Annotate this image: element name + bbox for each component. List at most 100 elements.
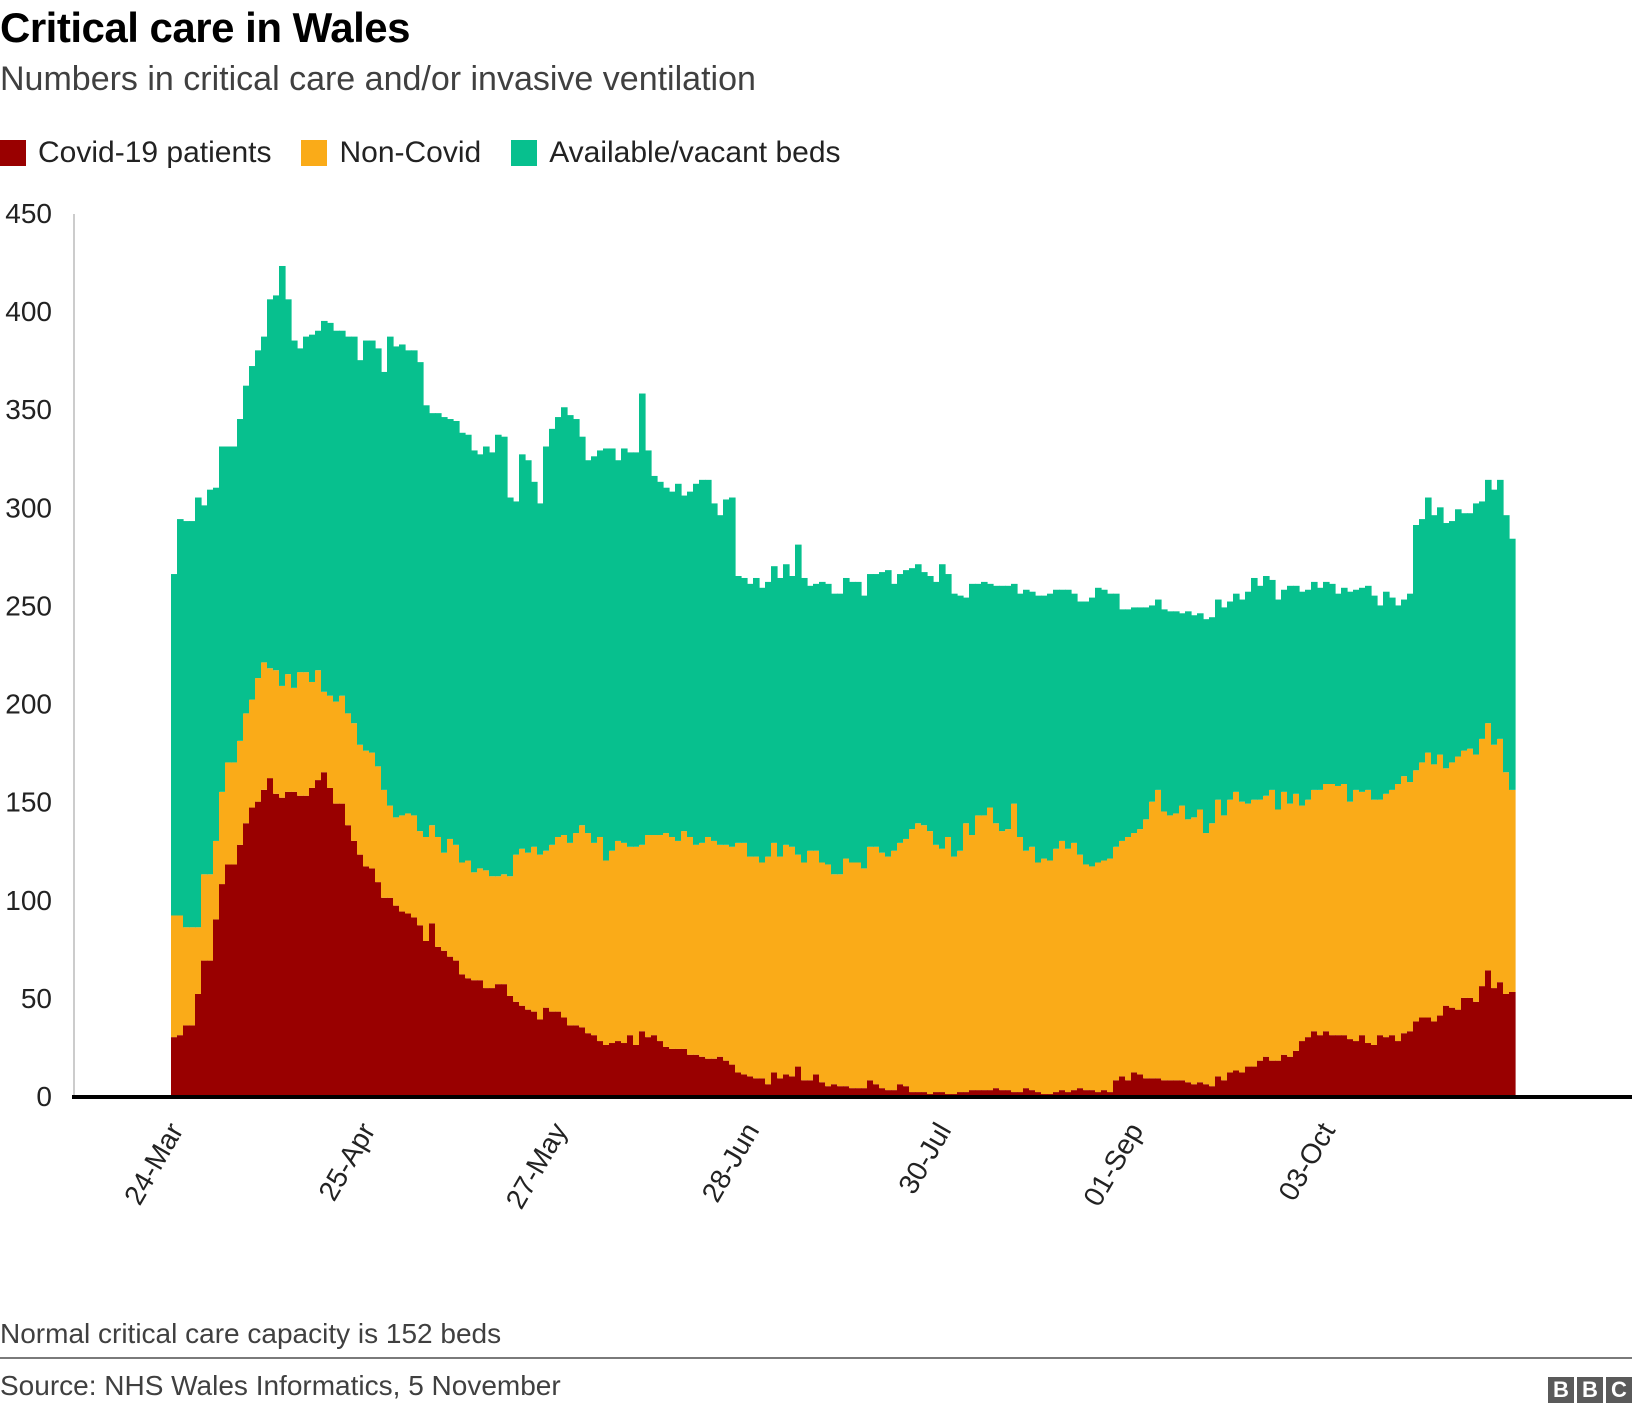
- bar-covid: [285, 791, 292, 1096]
- bar-available: [1173, 611, 1180, 814]
- bar-covid: [645, 1037, 652, 1096]
- bar-covid: [819, 1082, 826, 1096]
- bar-non-covid: [681, 831, 688, 1049]
- bar-available: [459, 432, 466, 863]
- bar-covid: [705, 1058, 712, 1096]
- bar-available: [717, 515, 724, 845]
- bar-available: [1323, 581, 1330, 785]
- bar-available: [381, 371, 388, 790]
- bar-covid: [1137, 1074, 1144, 1096]
- bar-non-covid: [1101, 860, 1108, 1091]
- bar-available: [1503, 515, 1510, 773]
- bar-covid: [837, 1086, 844, 1096]
- bar-available: [933, 581, 940, 845]
- bar-non-covid: [1335, 785, 1342, 1036]
- bar-available: [219, 446, 226, 792]
- bar-available: [1485, 479, 1492, 724]
- bar-covid: [639, 1031, 646, 1096]
- bar-covid: [933, 1092, 940, 1096]
- bar-available: [789, 576, 796, 847]
- bar-available: [813, 583, 820, 851]
- bar-non-covid: [429, 825, 436, 924]
- bar-available: [1203, 619, 1210, 834]
- bar-available: [999, 585, 1006, 832]
- bar-covid: [1065, 1092, 1072, 1096]
- bar-non-covid: [807, 850, 814, 1081]
- bar-non-covid: [1209, 823, 1216, 1087]
- bar-available: [1065, 589, 1072, 849]
- bar-covid: [627, 1035, 634, 1096]
- bar-non-covid: [339, 695, 346, 804]
- bar-non-covid: [981, 815, 988, 1091]
- bar-covid: [303, 795, 310, 1096]
- bar-non-covid: [699, 842, 706, 1057]
- footnote: Normal critical care capacity is 152 bed…: [0, 1318, 502, 1349]
- bar-non-covid: [963, 823, 970, 1093]
- bar-available: [1347, 591, 1354, 802]
- bar-non-covid: [1299, 805, 1306, 1042]
- bar-covid: [855, 1088, 862, 1096]
- bar-covid: [1509, 992, 1516, 1096]
- bar-covid: [873, 1084, 880, 1096]
- bar-covid: [1155, 1078, 1162, 1096]
- bar-covid: [849, 1088, 856, 1096]
- bar-available: [543, 446, 550, 851]
- bar-non-covid: [567, 842, 574, 1026]
- bar-available: [1299, 591, 1306, 806]
- bar-covid: [747, 1076, 754, 1096]
- bar-non-covid: [705, 836, 712, 1059]
- bar-available: [315, 330, 322, 671]
- bar-covid: [1029, 1090, 1036, 1096]
- bar-non-covid: [1089, 866, 1096, 1091]
- bar-available: [615, 460, 622, 841]
- bar-available: [1011, 583, 1018, 804]
- bar-available: [699, 479, 706, 843]
- bar-covid: [1329, 1035, 1336, 1096]
- bar-available: [915, 564, 922, 824]
- bar-non-covid: [201, 874, 208, 961]
- bar-non-covid: [897, 842, 904, 1085]
- bar-covid: [435, 946, 442, 1096]
- bar-available: [327, 322, 334, 696]
- bar-non-covid: [1053, 848, 1060, 1093]
- bar-non-covid: [801, 862, 808, 1081]
- y-tick-label: 100: [5, 885, 52, 916]
- bar-available: [909, 568, 916, 830]
- bar-available: [687, 491, 694, 837]
- bar-non-covid: [1041, 858, 1048, 1095]
- bar-non-covid: [789, 846, 796, 1077]
- x-tick-label: 03-Oct: [1272, 1117, 1341, 1205]
- bar-non-covid: [1503, 772, 1510, 994]
- bar-non-covid: [441, 852, 448, 951]
- bar-available: [1137, 607, 1144, 830]
- bar-available: [627, 452, 634, 847]
- bar-non-covid: [879, 852, 886, 1089]
- bar-available: [1053, 589, 1060, 849]
- bar-non-covid: [1119, 840, 1126, 1077]
- bar-covid: [663, 1046, 670, 1096]
- bar-non-covid: [885, 856, 892, 1091]
- bar-available: [1167, 611, 1174, 816]
- bar-non-covid: [453, 844, 460, 961]
- legend-swatch-covid: [0, 140, 26, 166]
- bar-non-covid: [1461, 750, 1468, 998]
- bar-covid: [1053, 1092, 1060, 1096]
- bar-covid: [657, 1041, 664, 1096]
- bar-covid: [1239, 1072, 1246, 1096]
- bar-covid: [603, 1044, 610, 1096]
- bar-non-covid: [627, 846, 634, 1036]
- bar-available: [231, 446, 238, 763]
- legend-item-covid: Covid-19 patients: [0, 136, 271, 170]
- bar-available: [1161, 609, 1168, 812]
- bar-available: [675, 483, 682, 841]
- bar-covid: [1221, 1080, 1228, 1096]
- bar-covid: [459, 974, 466, 1096]
- bar-non-covid: [1305, 799, 1312, 1038]
- bar-non-covid: [993, 823, 1000, 1089]
- bar-available: [1479, 501, 1486, 739]
- bar-available: [825, 583, 832, 865]
- bar-non-covid: [1473, 754, 1480, 1002]
- bar-covid: [555, 1011, 562, 1096]
- bar-covid: [471, 980, 478, 1096]
- bar-covid: [255, 801, 262, 1096]
